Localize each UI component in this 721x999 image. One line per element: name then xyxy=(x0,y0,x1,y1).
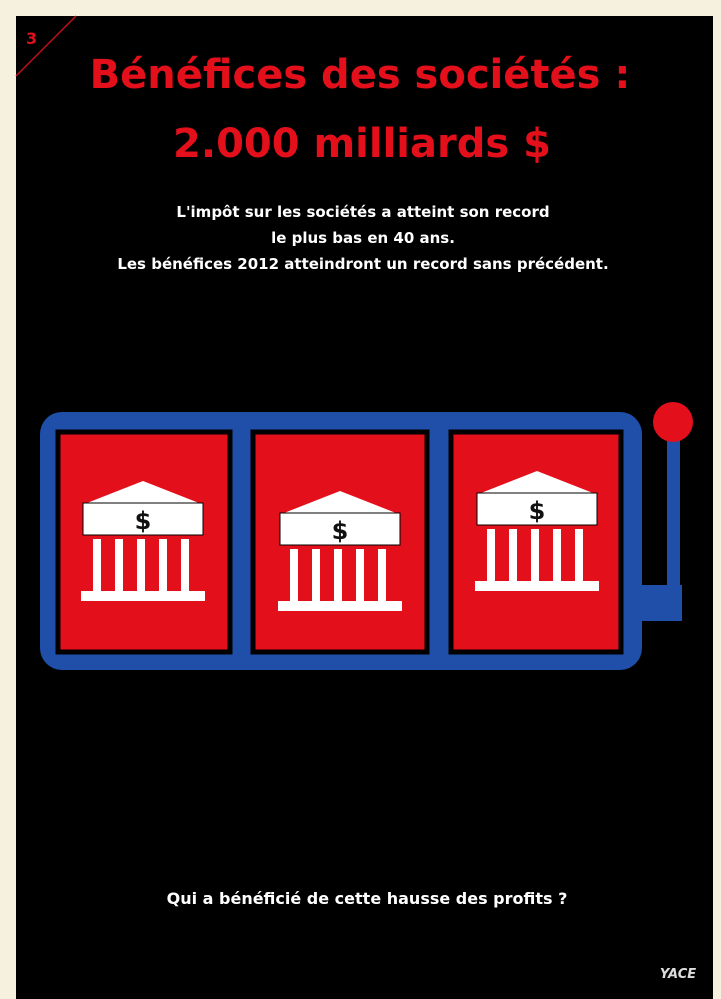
reel-symbol: $ xyxy=(529,497,546,525)
bank: $ xyxy=(81,481,205,601)
subtitle-line: Les bénéfices 2012 atteindront un record… xyxy=(117,255,608,273)
bank: $ xyxy=(278,491,402,611)
subtitle-line: le plus bas en 40 ans. xyxy=(271,229,455,247)
title-line: Bénéfices des sociétés : xyxy=(90,52,631,98)
bank: $ xyxy=(475,471,599,591)
question: Qui a bénéficié de cette hausse des prof… xyxy=(167,889,568,908)
subtitle-line: L'impôt sur les sociétés a atteint son r… xyxy=(176,203,549,221)
reel xyxy=(448,429,624,655)
reel-symbol: $ xyxy=(332,517,349,545)
page-number: 3 xyxy=(26,29,37,48)
title-line: 2.000 milliards $ xyxy=(173,121,551,167)
signature: YACE xyxy=(660,967,696,982)
corner-line xyxy=(15,15,77,77)
reel-symbol: $ xyxy=(135,507,152,535)
lever-ball xyxy=(653,402,693,442)
lever-stick xyxy=(667,440,680,618)
